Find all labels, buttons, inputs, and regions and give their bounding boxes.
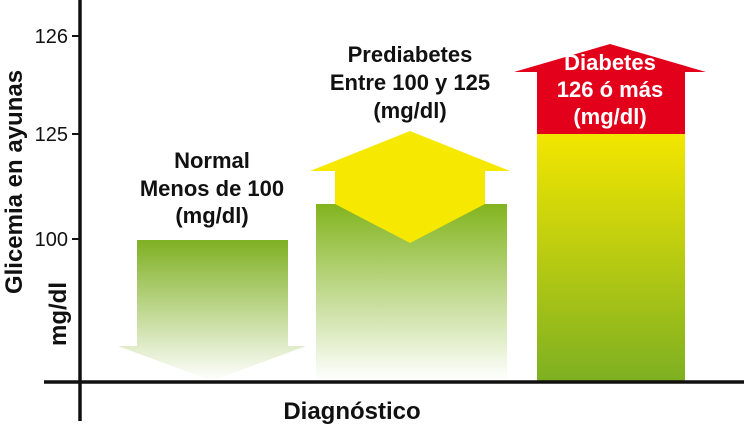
y-tick-label-100: 100 [35, 229, 68, 251]
x-axis-title: Diagnóstico [283, 398, 420, 425]
label-normal-line2: Menos de 100 [140, 176, 284, 201]
label-diabetes-line1: Diabetes [564, 50, 656, 75]
label-diabetes-line3: (mg/dl) [573, 104, 646, 129]
y-axis-title-line1: Glicemia en ayunas [1, 70, 28, 294]
bar-diabetes-arrowhead [514, 44, 706, 134]
label-prediabetes-line1: Prediabetes [348, 42, 473, 67]
bar-prediabetes-arrow [310, 131, 510, 243]
y-axis-title-line2: mg/dl [45, 282, 72, 346]
label-normal-line1: Normal [174, 148, 250, 173]
bar-prediabetes-lower [316, 204, 507, 381]
y-tick-label-125: 125 [35, 124, 68, 146]
y-tick-label-126: 126 [35, 26, 68, 48]
bar-normal-arrow [118, 240, 306, 381]
label-normal-line3: (mg/dl) [175, 203, 248, 228]
label-prediabetes-line3: (mg/dl) [373, 98, 446, 123]
label-diabetes-line2: 126 ó más [557, 77, 663, 102]
label-prediabetes-line2: Entre 100 y 125 [330, 70, 490, 95]
bar-diabetes-body [537, 134, 685, 381]
